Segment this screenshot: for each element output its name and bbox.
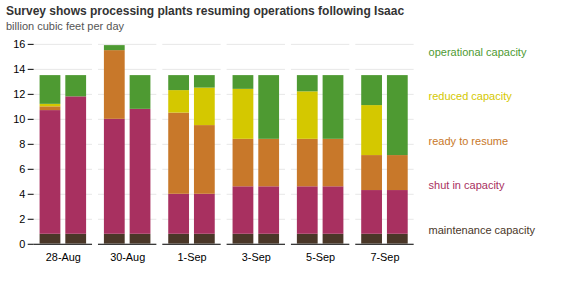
svg-text:30-Aug: 30-Aug bbox=[110, 251, 145, 263]
svg-text:8: 8 bbox=[19, 138, 25, 150]
svg-text:0: 0 bbox=[19, 238, 25, 250]
html-text:ready to resume: ready to resume bbox=[428, 134, 508, 147]
svg-text:6: 6 bbox=[19, 163, 25, 175]
svg-text:2: 2 bbox=[19, 213, 25, 225]
svg-text:1-Sep: 1-Sep bbox=[177, 251, 206, 263]
svg-text:16: 16 bbox=[13, 38, 25, 50]
svg-text:7-Sep: 7-Sep bbox=[370, 251, 399, 263]
html-text:maintenance capacity: maintenance capacity bbox=[428, 223, 535, 236]
html-text:billion cubic feet per day: billion cubic feet per day bbox=[6, 20, 124, 32]
svg-text:4: 4 bbox=[19, 188, 25, 200]
html-text:shut in capacity: shut in capacity bbox=[428, 179, 505, 192]
html-text:reduced capacity: reduced capacity bbox=[428, 90, 512, 103]
svg-text:12: 12 bbox=[13, 88, 25, 100]
svg-text:5-Sep: 5-Sep bbox=[306, 251, 335, 263]
svg-text:28-Aug: 28-Aug bbox=[46, 251, 81, 263]
html-text:Survey shows processing plants: Survey shows processing plants resuming … bbox=[6, 4, 405, 18]
html-text:operational capacity: operational capacity bbox=[428, 46, 527, 58]
svg-text:10: 10 bbox=[13, 113, 25, 125]
svg-text:14: 14 bbox=[13, 63, 25, 75]
svg-text:3-Sep: 3-Sep bbox=[242, 251, 271, 263]
